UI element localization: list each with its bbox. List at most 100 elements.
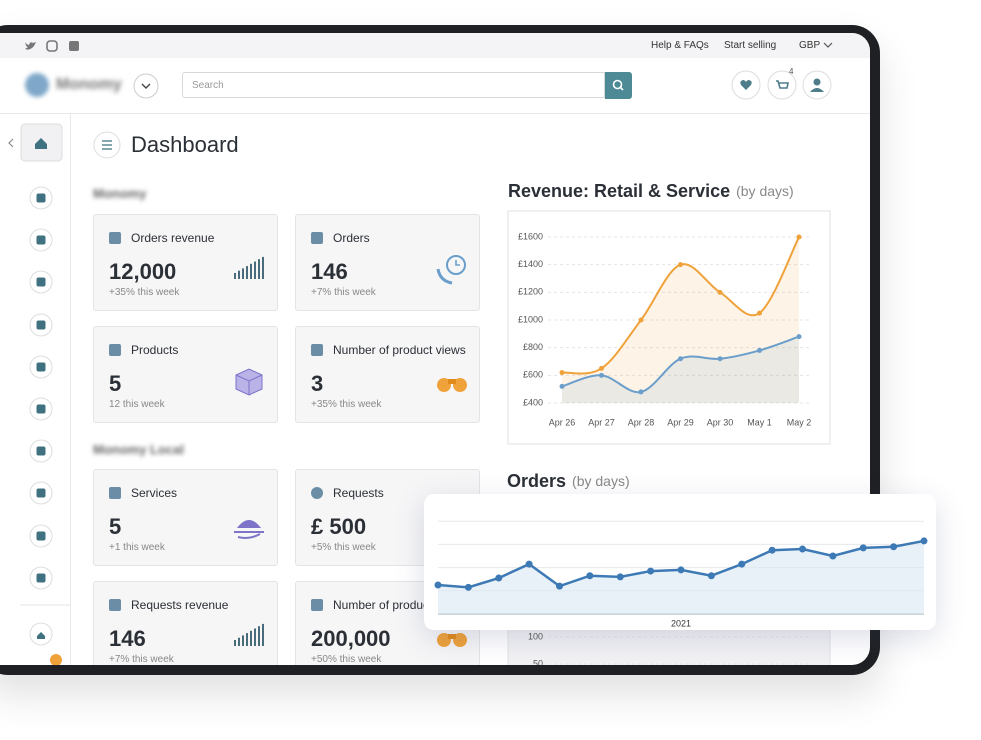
data-point [647, 567, 655, 575]
data-point [717, 289, 723, 295]
label-icon [109, 344, 121, 356]
chart-panel [507, 210, 831, 445]
sidebar-icons [8, 123, 70, 665]
data-point [559, 383, 565, 389]
cart[interactable] [767, 70, 797, 100]
orders-overlay-card: 2021 [424, 494, 936, 630]
label-icon [311, 344, 323, 356]
x-tick-label: May 2 [787, 417, 812, 427]
stat-card: Requests revenue 146 +7% this week [93, 581, 278, 665]
subtitle: (by days) [736, 183, 794, 199]
card-value: 12,000 [109, 259, 177, 284]
nav-icon [36, 193, 46, 203]
y-tick-label: £1000 [518, 314, 543, 324]
card-icon [437, 378, 467, 392]
y-tick-label: 50 [533, 658, 543, 665]
card-label: Services [131, 486, 178, 500]
card-label: Number of product views [333, 343, 466, 357]
label-icon [311, 487, 323, 499]
subtitle: (by days) [572, 473, 630, 489]
data-point [495, 574, 503, 582]
help-link[interactable]: Help & FAQs [651, 40, 709, 51]
data-point [829, 552, 837, 560]
card-value: 200,000 [311, 626, 391, 651]
stat-card: Services 5 +1 this week [93, 469, 278, 566]
data-point [599, 372, 604, 378]
y-tick-label: £1400 [518, 259, 543, 269]
data-point [799, 545, 806, 553]
card-change: +1 this week [109, 542, 165, 553]
card-label: Orders [333, 231, 370, 245]
card-change: +7% this week [109, 654, 174, 665]
data-point [757, 310, 762, 316]
data-point [738, 560, 746, 568]
data-point [920, 537, 928, 545]
currency[interactable]: GBP [799, 40, 821, 51]
data-point [638, 317, 644, 323]
data-point [859, 544, 867, 552]
stat-card: Orders 146 +7% this week [295, 214, 480, 311]
data-point [890, 543, 898, 551]
nav-icon [36, 362, 46, 372]
nav-icon [36, 488, 46, 498]
search-input[interactable]: Search [182, 72, 605, 98]
data-point [525, 560, 533, 568]
x-tick-label: Apr 27 [588, 417, 615, 427]
card-value: 3 [311, 371, 324, 396]
card-value: 5 [109, 371, 122, 396]
nav-icon [36, 277, 46, 287]
y-tick-label: £1200 [518, 287, 543, 297]
card-icon [437, 633, 467, 647]
chart-title: Orders (by days) [507, 471, 630, 491]
card-label: Orders revenue [131, 231, 215, 245]
label-icon [109, 599, 121, 611]
data-point [464, 583, 472, 591]
area-fill [438, 540, 924, 614]
data-point [616, 573, 624, 581]
data-point [707, 572, 715, 580]
y-tick-label: £400 [523, 397, 543, 407]
card-change: +35% this week [311, 399, 382, 410]
stat-card: Products 5 12 this week [93, 326, 278, 423]
sell-link[interactable]: Start selling [724, 40, 777, 51]
title-text: Revenue: Retail & Service [508, 181, 730, 201]
x-tick-label: Apr 30 [707, 417, 734, 427]
chart-title: Revenue: Retail & Service (by days) [508, 181, 794, 201]
x-tick-label: May 1 [747, 417, 772, 427]
card-value: £ 500 [311, 514, 367, 539]
card-change: +5% this week [311, 542, 376, 553]
card-change: +35% this week [109, 287, 180, 298]
card-value: 146 [109, 626, 146, 651]
data-point [757, 347, 762, 353]
data-point [678, 262, 683, 268]
card-label: Products [131, 343, 179, 357]
data-point [678, 356, 683, 362]
page-title: Dashboard [131, 132, 239, 157]
stat-card: Number of product views 3 +35% this week [295, 326, 480, 423]
header: Monomy Search 4 [0, 58, 870, 114]
card-icon [234, 623, 264, 646]
data-point [559, 370, 565, 376]
social-icons [25, 40, 79, 52]
menu-toggle[interactable] [92, 131, 122, 161]
nav-icon [36, 320, 46, 330]
data-point [599, 365, 604, 371]
screen: Help & FAQs Start selling GBP Monomy Sea… [0, 33, 870, 665]
data-point [717, 356, 723, 362]
search-button[interactable] [605, 72, 632, 99]
y-tick-label: £800 [523, 342, 543, 352]
label-icon [109, 232, 121, 244]
card-icon [234, 520, 264, 539]
card-change: +7% this week [311, 287, 376, 298]
brand-menu[interactable] [133, 73, 159, 99]
y-tick-label: £600 [523, 370, 543, 380]
sidebar [0, 113, 71, 665]
data-point [638, 389, 644, 395]
card-icon [436, 255, 466, 285]
data-point [768, 546, 776, 554]
card-change: +50% this week [311, 654, 382, 665]
section-title: Monomy [93, 186, 147, 201]
overlay-chart: 2021 [434, 520, 928, 628]
top-bar: Help & FAQs Start selling GBP [0, 33, 870, 58]
